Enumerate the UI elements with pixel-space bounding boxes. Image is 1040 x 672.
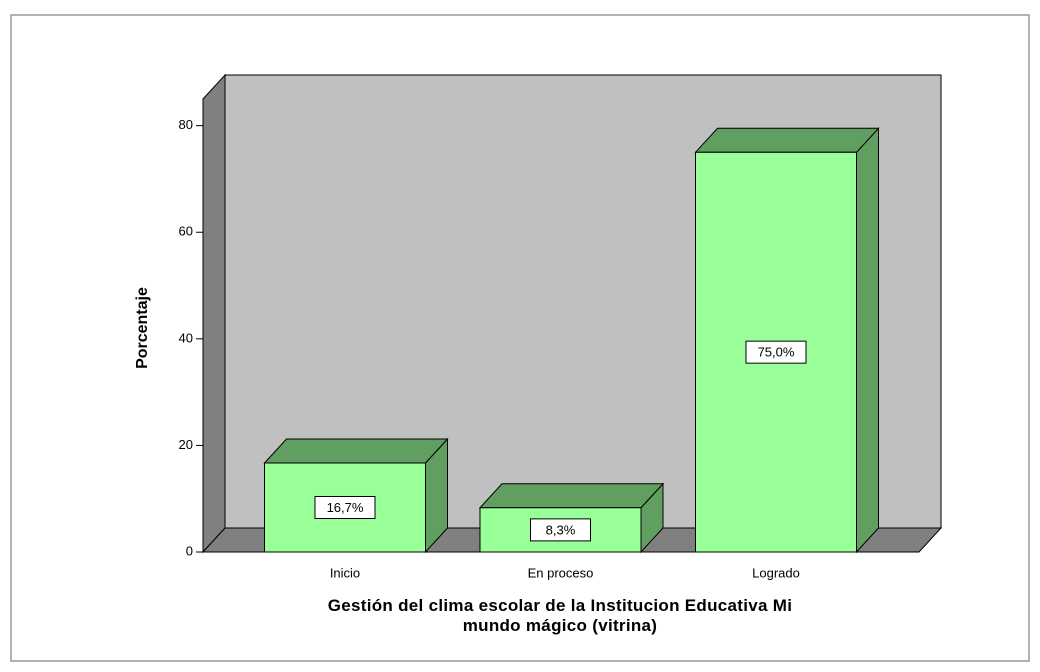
x-tick-label: En proceso xyxy=(528,565,594,580)
y-tick-label: 60 xyxy=(179,224,193,239)
value-label-box xyxy=(745,340,807,364)
bar-top xyxy=(478,483,665,509)
value-label-box xyxy=(314,495,376,519)
bar-top xyxy=(263,438,449,464)
y-axis-label: Porcentaje xyxy=(134,287,151,369)
x-tick-label: Logrado xyxy=(752,565,800,580)
value-label: 75,0% xyxy=(758,345,795,360)
left-wall xyxy=(202,73,226,554)
value-label: 16,7% xyxy=(327,500,364,515)
y-tick-label: 80 xyxy=(179,117,193,132)
value-label: 8,3% xyxy=(546,522,576,537)
y-tick-label: 20 xyxy=(179,437,193,452)
bar-top xyxy=(694,127,880,153)
x-axis-label: Gestión del clima escolar de la Instituc… xyxy=(327,596,793,635)
bar xyxy=(479,507,642,553)
y-tick-label: 40 xyxy=(179,330,193,345)
bar-side xyxy=(856,127,879,554)
value-label-box xyxy=(530,518,591,542)
x-tick-label: Inicio xyxy=(330,565,360,580)
y-tick-label: 0 xyxy=(186,543,193,558)
